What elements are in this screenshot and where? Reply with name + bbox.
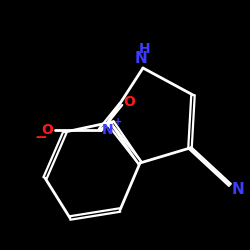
Text: H: H (139, 42, 151, 56)
Text: N: N (102, 123, 114, 137)
Text: O: O (41, 123, 53, 137)
Text: +: + (114, 117, 122, 127)
Text: −: − (34, 130, 48, 146)
Text: N: N (232, 182, 244, 198)
Text: O: O (123, 95, 135, 109)
Text: N: N (134, 51, 147, 66)
